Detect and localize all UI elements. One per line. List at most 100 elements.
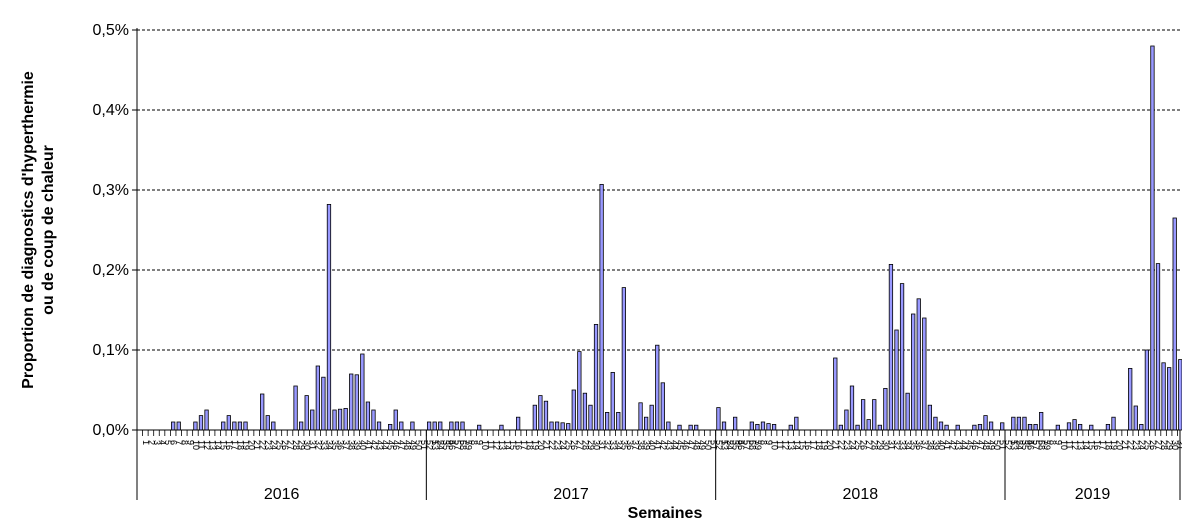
bar [888, 263, 894, 431]
week-tick-label: 10 [480, 440, 490, 450]
week-tick-label: 47 [397, 440, 407, 450]
bar [938, 421, 944, 431]
week-tick-label: 51 [419, 440, 429, 450]
bar [1155, 263, 1161, 431]
week-tick-label: 32 [892, 440, 902, 450]
x-axis-title: Semaines [628, 505, 703, 522]
week-tick-label: 18 [525, 440, 535, 450]
bar [788, 424, 793, 431]
bar [1150, 45, 1155, 431]
bar [866, 419, 871, 431]
bar [299, 421, 304, 431]
week-tick-label: 34 [324, 440, 334, 450]
bar [499, 424, 504, 431]
week-tick-label: 31 [597, 440, 607, 450]
week-tick-label: 43 [953, 440, 963, 450]
bar [1022, 416, 1027, 431]
week-tick-label: 50 [413, 440, 423, 450]
bar [516, 416, 521, 431]
week-tick-label: 46 [391, 440, 401, 450]
bar [1016, 416, 1022, 431]
week-tick-label: 40 [647, 440, 657, 450]
week-tick-label: 19 [530, 440, 540, 450]
week-tick-label: 43 [374, 440, 384, 450]
week-tick-label: 39 [931, 440, 941, 450]
bar [1144, 349, 1150, 431]
week-tick-label: 20 [1115, 440, 1125, 450]
week-tick-label: 34 [614, 440, 624, 450]
year-label: 2016 [264, 486, 300, 503]
bar [1178, 359, 1182, 431]
week-tick-label: 47 [686, 440, 696, 450]
bar [660, 382, 665, 431]
bar [432, 421, 437, 431]
week-tick-label: 18 [1103, 440, 1113, 450]
week-tick-label: 3 [441, 440, 451, 445]
bar [649, 404, 654, 431]
week-tick-label: 19 [820, 440, 830, 450]
week-tick-label: 30 [1170, 440, 1180, 450]
bar [371, 409, 376, 431]
week-tick-label: 44 [959, 440, 969, 450]
bar [616, 411, 621, 431]
week-tick-label: 15 [1087, 440, 1097, 450]
week-tick-label: 36 [336, 440, 346, 450]
week-tick-label: 21 [831, 440, 841, 450]
bar [593, 323, 599, 431]
week-tick-label: 2 [725, 440, 735, 445]
y-tick-label: 0,5% [93, 22, 129, 39]
week-tick-label: 57 [452, 440, 462, 450]
week-tick-label: 8 [758, 440, 768, 445]
year-label: 2018 [843, 486, 879, 503]
bar [193, 421, 198, 431]
week-tick-label: 40 [936, 440, 946, 450]
week-tick-label: 42 [369, 440, 379, 450]
week-tick-label: 18 [235, 440, 245, 450]
bar [315, 365, 320, 431]
axes [136, 28, 1181, 500]
week-tick-label: 21 [1120, 440, 1130, 450]
week-tick-label: 15 [508, 440, 518, 450]
bar [666, 421, 671, 431]
bar [532, 404, 537, 431]
bar [304, 395, 309, 431]
week-tick-label: 22 [547, 440, 557, 450]
y-tick-label: 0,2% [93, 262, 129, 279]
week-tick-label: 9 [185, 440, 195, 445]
week-tick-label: 27 [1153, 440, 1163, 450]
week-tick-label: 51 [708, 440, 718, 450]
bar [265, 415, 270, 431]
week-tick-label: 39 [352, 440, 362, 450]
bar [399, 421, 404, 431]
week-tick-label: 1 [141, 440, 151, 445]
week-tick-label: 11 [775, 440, 785, 449]
bar [1139, 423, 1144, 431]
bar [226, 415, 231, 431]
bar [376, 421, 382, 431]
week-tick-label: 14 [792, 440, 802, 450]
bar [1128, 367, 1133, 431]
year-label: 2019 [1075, 486, 1111, 503]
bar [760, 421, 766, 431]
bar [694, 424, 699, 431]
week-tick-label: 21 [252, 440, 262, 450]
bar [337, 408, 343, 431]
week-tick-label: 3 [152, 440, 162, 445]
week-tick-label: 6 [458, 440, 468, 445]
week-tick-label: 13 [786, 440, 796, 450]
bar [354, 374, 359, 431]
bar [883, 387, 888, 431]
week-tick-label: 45 [386, 440, 396, 450]
bar [1172, 217, 1177, 431]
week-tick-label: 17 [808, 440, 818, 450]
bar [310, 409, 315, 431]
y-tick-label: 0,3% [93, 182, 129, 199]
week-tick-label: 54 [1014, 440, 1024, 450]
week-tick-label: 31 [886, 440, 896, 450]
week-tick-label: 2 [436, 440, 446, 445]
week-tick-label: 9 [764, 440, 774, 445]
bar [1111, 416, 1116, 431]
bar [271, 421, 276, 431]
week-tick-label: 25 [274, 440, 284, 450]
bar [1105, 423, 1111, 431]
